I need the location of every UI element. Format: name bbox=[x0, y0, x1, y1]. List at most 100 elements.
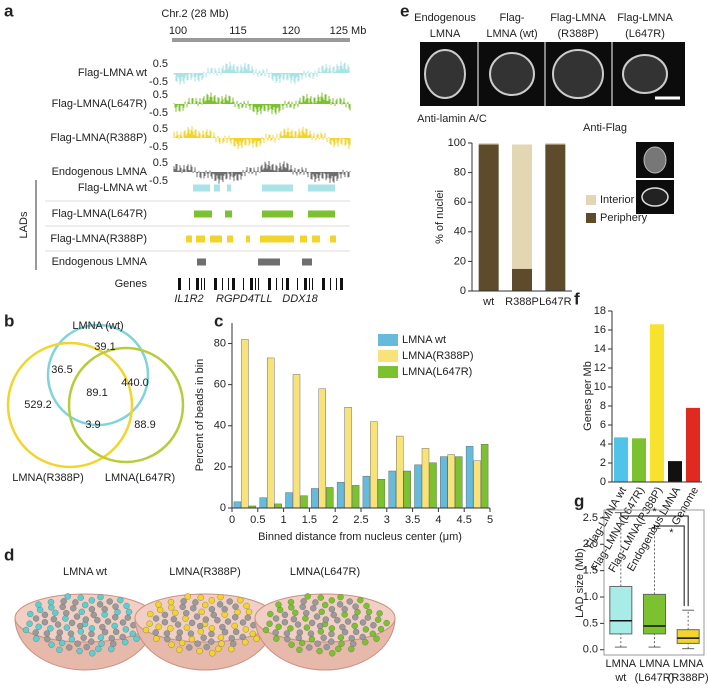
bead bbox=[196, 647, 203, 655]
bead bbox=[101, 629, 109, 636]
panel-letter: e bbox=[400, 1, 409, 20]
box bbox=[609, 585, 633, 635]
gene bbox=[322, 278, 325, 290]
bead bbox=[299, 603, 306, 611]
region-value: 3.9 bbox=[85, 419, 100, 431]
column-title: Flag- bbox=[499, 12, 524, 24]
bead bbox=[170, 616, 178, 623]
bead bbox=[370, 622, 377, 629]
bar bbox=[351, 485, 360, 509]
bead bbox=[35, 601, 42, 608]
bead bbox=[310, 605, 317, 612]
gene bbox=[214, 278, 217, 290]
bead bbox=[228, 645, 235, 653]
bead bbox=[364, 614, 371, 621]
bead bbox=[215, 645, 222, 653]
bead bbox=[267, 610, 274, 618]
y-tick-label: 0 bbox=[220, 502, 226, 514]
lad-block bbox=[194, 210, 212, 218]
bead bbox=[153, 635, 160, 642]
bead bbox=[193, 613, 201, 620]
bead bbox=[296, 629, 303, 636]
bead bbox=[119, 619, 127, 626]
image-title: LMNA wt bbox=[63, 566, 107, 578]
bead bbox=[82, 601, 89, 609]
bead bbox=[147, 610, 154, 618]
ruler-label: 115 bbox=[229, 25, 247, 37]
bar bbox=[447, 454, 455, 509]
bead bbox=[97, 593, 104, 601]
y-tick-label: 20 bbox=[454, 255, 466, 267]
bead bbox=[373, 635, 380, 642]
bead bbox=[60, 598, 67, 605]
y-tick-label: 12 bbox=[594, 362, 606, 374]
legend-label: LMNA(L647R) bbox=[402, 366, 472, 378]
bead bbox=[26, 620, 33, 627]
gene bbox=[268, 278, 271, 290]
bead bbox=[209, 650, 216, 657]
ruler bbox=[172, 38, 350, 42]
lad-name: Flag-LMNA(R388P) bbox=[50, 233, 147, 245]
bead bbox=[161, 619, 169, 626]
bead bbox=[341, 629, 349, 636]
bar-segment bbox=[545, 144, 566, 291]
bar-segment bbox=[512, 144, 532, 269]
bead bbox=[208, 625, 216, 632]
gene bbox=[196, 278, 199, 290]
bead bbox=[88, 625, 96, 632]
x-tick-label: LMNA bbox=[639, 658, 670, 670]
bead bbox=[353, 628, 360, 636]
bead bbox=[328, 638, 335, 645]
lad-block bbox=[262, 210, 293, 218]
x-tick-label: L647R bbox=[539, 296, 571, 308]
bead bbox=[262, 626, 270, 634]
bead bbox=[163, 630, 171, 637]
bead bbox=[47, 625, 54, 632]
bead bbox=[52, 609, 59, 617]
bead bbox=[202, 601, 209, 609]
bead bbox=[341, 611, 348, 618]
bead bbox=[174, 621, 182, 628]
bead bbox=[314, 640, 321, 647]
bar bbox=[233, 501, 242, 509]
lad-block bbox=[302, 258, 312, 266]
gene bbox=[282, 278, 283, 290]
bead bbox=[312, 599, 319, 606]
bar bbox=[414, 464, 422, 509]
track-tick: 0.5 bbox=[153, 123, 168, 135]
bead bbox=[176, 646, 183, 653]
bead bbox=[317, 622, 324, 630]
bead bbox=[281, 611, 289, 618]
bead bbox=[123, 602, 130, 610]
gene bbox=[286, 278, 289, 290]
bar bbox=[686, 407, 700, 482]
gene bbox=[189, 278, 190, 290]
x-tick-label: 0.5 bbox=[250, 514, 265, 526]
gene-name: RGPD4 bbox=[216, 293, 254, 305]
gene bbox=[250, 278, 253, 290]
bead bbox=[348, 645, 355, 653]
box bbox=[643, 593, 666, 635]
bead bbox=[74, 640, 81, 647]
bead bbox=[108, 635, 115, 642]
bead bbox=[239, 633, 246, 641]
lad-block bbox=[262, 184, 293, 192]
gene bbox=[178, 278, 181, 290]
bead bbox=[351, 622, 358, 630]
bead bbox=[295, 634, 302, 641]
bead bbox=[218, 640, 225, 647]
track-tick: -0.5 bbox=[149, 141, 168, 153]
bead bbox=[168, 604, 175, 611]
y-tick-label: 60 bbox=[214, 379, 226, 391]
bead bbox=[377, 625, 385, 633]
bead bbox=[122, 639, 129, 646]
bead bbox=[298, 639, 306, 647]
bead bbox=[337, 634, 345, 641]
bead bbox=[273, 635, 280, 642]
bead bbox=[32, 629, 39, 636]
lad-block bbox=[308, 210, 335, 218]
bead bbox=[125, 608, 133, 616]
bead bbox=[77, 622, 84, 630]
bead bbox=[72, 599, 79, 606]
bead bbox=[221, 611, 228, 618]
